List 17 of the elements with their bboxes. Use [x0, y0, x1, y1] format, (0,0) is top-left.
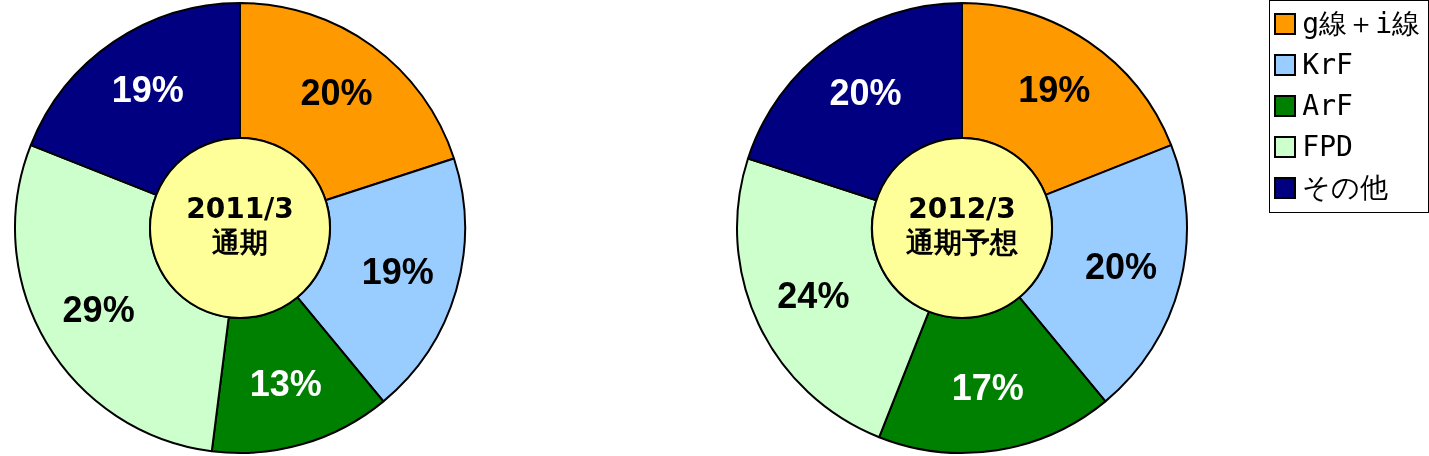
legend-label: g線＋i線	[1302, 6, 1420, 42]
data-label: 20%	[829, 72, 902, 114]
text: 2012/3 通期予想	[906, 192, 1018, 260]
data-label: 19%	[111, 69, 184, 111]
data-label: 20%	[300, 72, 373, 114]
data-label: 13%	[249, 362, 322, 404]
data-label: 29%	[62, 288, 135, 330]
legend-label: ArF	[1302, 88, 1353, 124]
legend-label: その他	[1302, 170, 1389, 206]
data-label: 19%	[1018, 69, 1091, 111]
legend-label: KrF	[1302, 47, 1353, 83]
data-label: 20%	[1085, 245, 1158, 287]
data-label: 17%	[951, 367, 1024, 409]
legend-label: FPD	[1302, 129, 1353, 165]
text: 2011/3 通期	[186, 192, 294, 260]
data-label: 24%	[777, 274, 850, 316]
data-label: 19%	[361, 250, 434, 292]
